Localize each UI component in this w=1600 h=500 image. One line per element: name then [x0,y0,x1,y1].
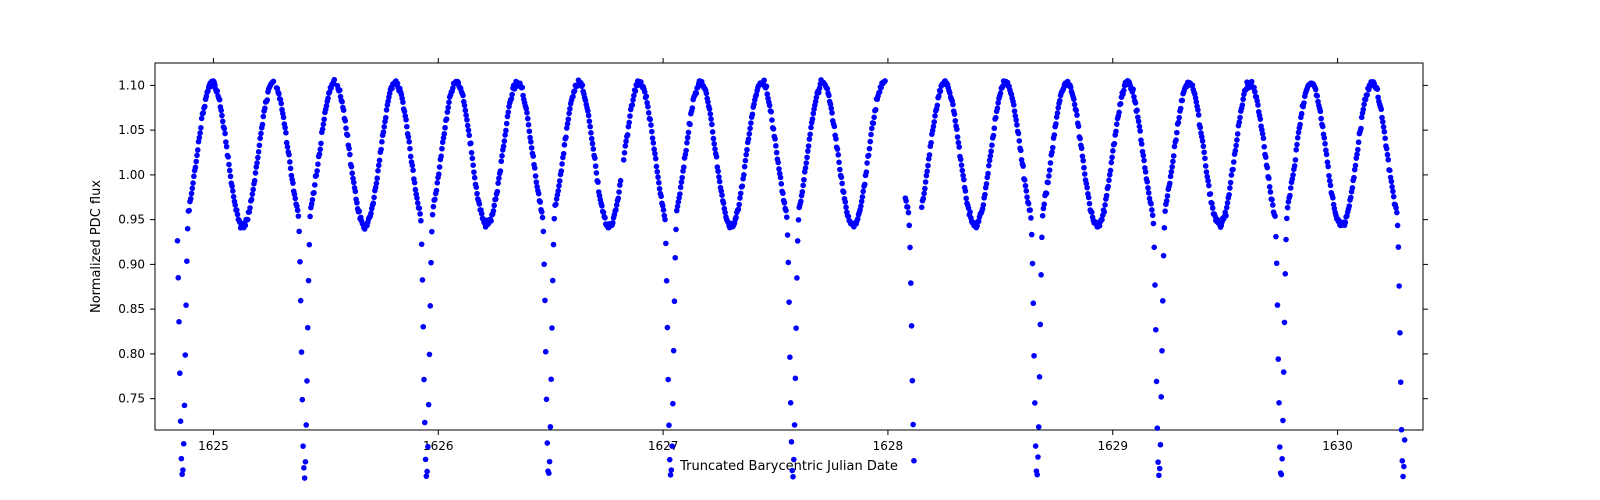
x-tick-label: 1629 [1097,439,1128,453]
y-tick-label: 1.10 [118,78,145,92]
x-tick-label: 1630 [1322,439,1353,453]
y-tick-label: 0.90 [118,257,145,271]
x-tick-label: 1628 [873,439,904,453]
y-axis-label: Normalized PDC flux [89,180,104,313]
y-tick-label: 0.75 [118,392,145,406]
y-tick-label: 0.80 [118,347,145,361]
y-tick-label: 1.05 [118,123,145,137]
x-tick-label: 1625 [198,439,229,453]
y-tick-label: 0.95 [118,213,145,227]
y-tick-label: 1.00 [118,168,145,182]
scatter-points [175,77,1408,481]
lightcurve-chart: 1625162616271628162916300.750.800.850.90… [0,0,1600,500]
x-axis-label: Truncated Barycentric Julian Date [679,459,898,474]
y-tick-label: 0.85 [118,302,145,316]
chart-svg: 1625162616271628162916300.750.800.850.90… [0,0,1600,500]
